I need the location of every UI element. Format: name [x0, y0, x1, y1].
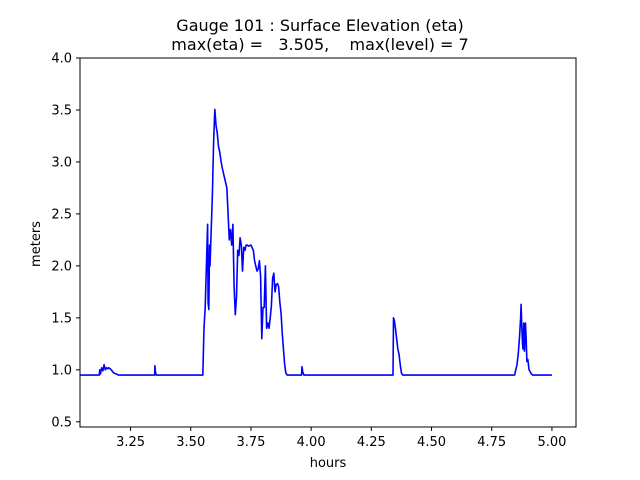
x-tick-label: 5.00	[537, 435, 566, 450]
x-tick-label: 3.75	[236, 435, 265, 450]
y-tick-label: 1.0	[51, 363, 72, 378]
y-tick-label: 2.0	[51, 259, 72, 274]
y-axis-label: meters	[29, 221, 44, 267]
chart-title-line1: Gauge 101 : Surface Elevation (eta)	[176, 16, 463, 35]
plot-area: 3.25 3.50 3.75 4.00 4.25 4.50 4.75 5.00 0.5 1.0 1.…	[51, 52, 577, 450]
y-tick-label: 3.0	[51, 155, 72, 170]
chart-title-line2: max(eta) = 3.505, max(level) = 7	[171, 35, 468, 54]
x-tick-label: 3.50	[176, 435, 205, 450]
axes-frame	[79, 57, 577, 428]
x-tick-label: 4.25	[357, 435, 386, 450]
x-axis-label: hours	[310, 456, 347, 471]
x-tick-label: 4.50	[417, 435, 446, 450]
x-tick-label: 4.75	[477, 435, 506, 450]
y-tick-label: 3.5	[51, 103, 72, 118]
y-tick-label: 2.5	[51, 207, 72, 222]
y-tick-label: 0.5	[51, 415, 72, 430]
y-tick-label: 1.5	[51, 311, 72, 326]
y-tick-label: 4.0	[51, 52, 72, 67]
x-tick-label: 4.00	[297, 435, 326, 450]
series-line-eta	[80, 108, 552, 376]
x-tick-label: 3.25	[116, 435, 145, 450]
